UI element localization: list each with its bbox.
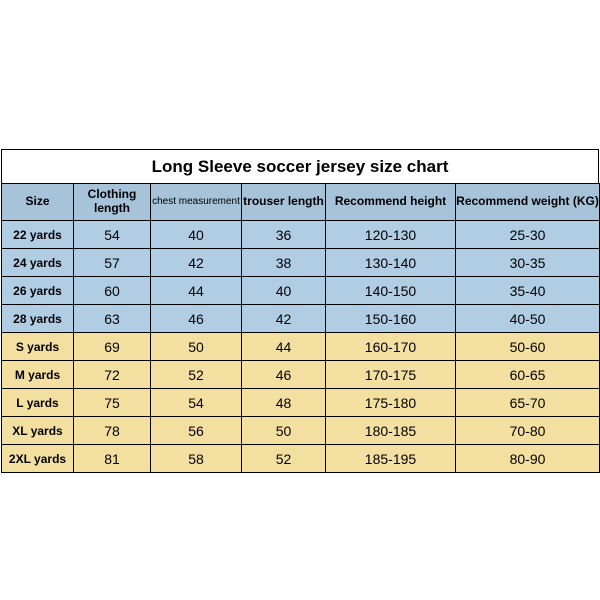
table-row: L yards755448175-18065-70	[2, 389, 600, 417]
cell: XL yards	[2, 417, 74, 445]
cell: 44	[151, 277, 242, 305]
cell: 54	[151, 389, 242, 417]
cell: 36	[242, 221, 326, 249]
cell: 78	[74, 417, 151, 445]
col-size: Size	[2, 184, 74, 221]
cell: L yards	[2, 389, 74, 417]
cell: 69	[74, 333, 151, 361]
cell: 46	[242, 361, 326, 389]
cell: 40	[151, 221, 242, 249]
col-weight: Recommend weight (KG)	[456, 184, 600, 221]
cell: 140-150	[326, 277, 456, 305]
cell: 38	[242, 249, 326, 277]
cell: 50-60	[456, 333, 600, 361]
cell: 26 yards	[2, 277, 74, 305]
cell: M yards	[2, 361, 74, 389]
table-title: Long Sleeve soccer jersey size chart	[1, 149, 599, 183]
table-row: 28 yards634642150-16040-50	[2, 305, 600, 333]
cell: 57	[74, 249, 151, 277]
table-row: 22 yards544036120-13025-30	[2, 221, 600, 249]
cell: 160-170	[326, 333, 456, 361]
cell: 150-160	[326, 305, 456, 333]
cell: 44	[242, 333, 326, 361]
cell: 50	[242, 417, 326, 445]
cell: 52	[242, 445, 326, 473]
cell: 46	[151, 305, 242, 333]
col-chest: chest measurement	[151, 184, 242, 221]
cell: 130-140	[326, 249, 456, 277]
header-row: Size Clothing length chest measurement t…	[2, 184, 600, 221]
cell: 22 yards	[2, 221, 74, 249]
cell: 175-180	[326, 389, 456, 417]
cell: 63	[74, 305, 151, 333]
cell: 56	[151, 417, 242, 445]
cell: 185-195	[326, 445, 456, 473]
size-table: Size Clothing length chest measurement t…	[1, 183, 600, 473]
cell: 80-90	[456, 445, 600, 473]
cell: 65-70	[456, 389, 600, 417]
col-trouser: trouser length	[242, 184, 326, 221]
table-row: 26 yards604440140-15035-40	[2, 277, 600, 305]
cell: 60-65	[456, 361, 600, 389]
cell: 54	[74, 221, 151, 249]
cell: 50	[151, 333, 242, 361]
cell: S yards	[2, 333, 74, 361]
cell: 35-40	[456, 277, 600, 305]
cell: 48	[242, 389, 326, 417]
cell: 25-30	[456, 221, 600, 249]
cell: 180-185	[326, 417, 456, 445]
table-row: M yards725246170-17560-65	[2, 361, 600, 389]
cell: 72	[74, 361, 151, 389]
cell: 28 yards	[2, 305, 74, 333]
cell: 170-175	[326, 361, 456, 389]
col-height: Recommend height	[326, 184, 456, 221]
cell: 58	[151, 445, 242, 473]
cell: 42	[151, 249, 242, 277]
cell: 70-80	[456, 417, 600, 445]
cell: 42	[242, 305, 326, 333]
cell: 75	[74, 389, 151, 417]
cell: 52	[151, 361, 242, 389]
cell: 120-130	[326, 221, 456, 249]
table-row: 24 yards574238130-14030-35	[2, 249, 600, 277]
table-row: XL yards785650180-18570-80	[2, 417, 600, 445]
cell: 30-35	[456, 249, 600, 277]
col-clothing-length: Clothing length	[74, 184, 151, 221]
table-row: 2XL yards815852185-19580-90	[2, 445, 600, 473]
cell: 60	[74, 277, 151, 305]
cell: 81	[74, 445, 151, 473]
size-chart: Long Sleeve soccer jersey size chart Siz…	[1, 149, 599, 473]
cell: 24 yards	[2, 249, 74, 277]
cell: 2XL yards	[2, 445, 74, 473]
cell: 40-50	[456, 305, 600, 333]
table-row: S yards695044160-17050-60	[2, 333, 600, 361]
cell: 40	[242, 277, 326, 305]
